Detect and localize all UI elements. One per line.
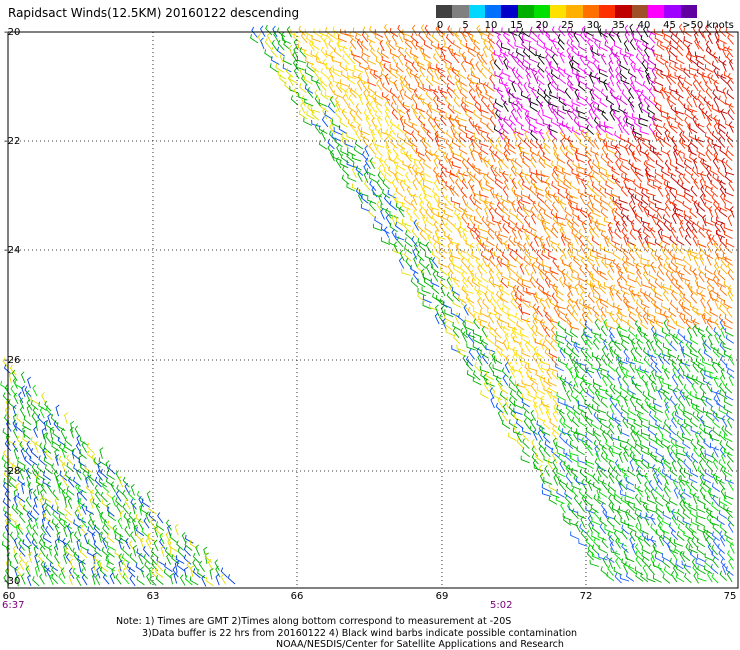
lat-label: -28 [4, 466, 21, 477]
colorbar-label: 35 [612, 20, 625, 31]
lat-label: -24 [4, 245, 21, 256]
colorbar-swatch [517, 5, 535, 18]
colorbar-swatch [566, 5, 584, 18]
colorbar-swatch [664, 5, 681, 18]
lat-label: -20 [4, 27, 21, 38]
lon-label: 69 [435, 591, 449, 602]
time-label-left: 6:37 [2, 600, 25, 611]
lat-label: -26 [4, 355, 21, 366]
time-label-middle: 5:02 [490, 600, 513, 611]
colorbar-label: 30 [586, 20, 600, 31]
colorbar-label: >50 knots [682, 20, 734, 31]
note-line-2: 3)Data buffer is 22 hrs from 20160122 4)… [142, 628, 578, 639]
colorbar-swatch [550, 5, 567, 18]
lat-label: -30 [4, 576, 21, 587]
lon-label: 72 [579, 591, 593, 602]
lat-label: -22 [4, 136, 21, 147]
colorbar-swatch [533, 5, 551, 18]
colorbar-swatch [436, 5, 453, 18]
colorbar-swatch [599, 5, 616, 18]
colorbar-label: 15 [510, 20, 523, 31]
colorbar-label: 45 [663, 20, 676, 31]
colorbar-swatch [615, 5, 633, 18]
lon-label: 75 [723, 591, 737, 602]
note-line-3: NOAA/NESDIS/Center for Satellite Applica… [276, 639, 564, 650]
colorbar-label: 10 [484, 20, 498, 31]
colorbar-swatch [501, 5, 518, 18]
colorbar-label: 40 [637, 20, 651, 31]
colorbar-label: 5 [462, 20, 469, 31]
lon-label: 60 [2, 591, 16, 602]
colorbar-swatch [582, 5, 600, 18]
lon-label: 63 [146, 591, 160, 602]
graticule [8, 32, 738, 588]
lon-label: 66 [290, 591, 304, 602]
colorbar-label: 0 [436, 20, 444, 31]
colorbar-swatch [631, 5, 649, 18]
colorbar-swatch [468, 5, 486, 18]
colorbar-label: 20 [535, 20, 549, 31]
map-title: Rapidsact Winds(12.5KM) 20160122 descend… [8, 6, 300, 20]
colorbar-swatch [452, 5, 470, 18]
map-frame [7, 31, 739, 589]
colorbar-swatch [647, 5, 665, 18]
note-line-1: Note: 1) Times are GMT 2)Times along bot… [116, 616, 512, 627]
colorbar-swatch [484, 5, 502, 18]
colorbar-label: 25 [561, 20, 574, 31]
colorbar-swatch [680, 5, 698, 18]
wind-barbs-layer [0, 23, 735, 587]
